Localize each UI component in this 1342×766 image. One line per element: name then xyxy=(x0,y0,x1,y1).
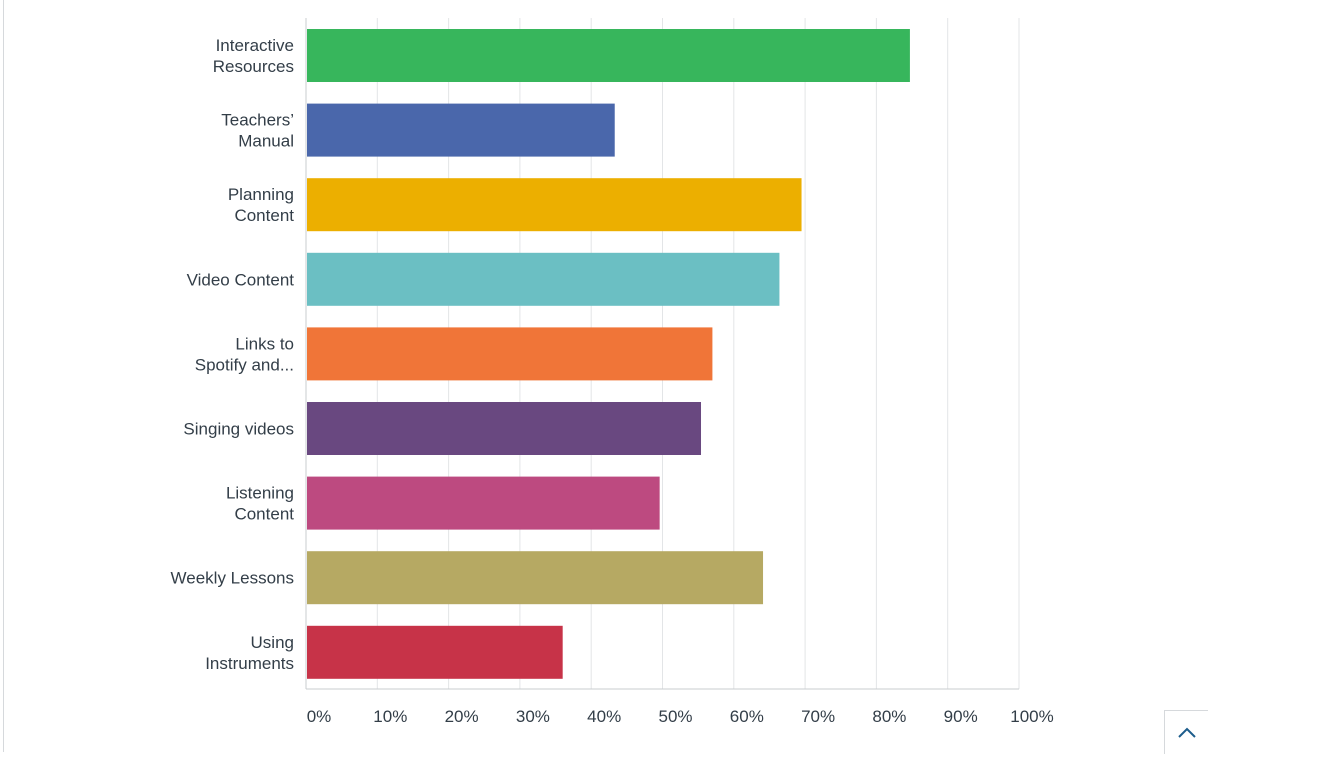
category-label: Listening xyxy=(226,484,294,503)
bars xyxy=(307,29,910,679)
bar[interactable] xyxy=(307,402,702,455)
bar[interactable] xyxy=(307,29,910,82)
x-tick-label: 50% xyxy=(658,707,692,726)
category-label: Content xyxy=(234,505,294,524)
category-label: Manual xyxy=(238,132,294,151)
category-label: Links to xyxy=(235,334,294,353)
x-tick-label: 20% xyxy=(445,707,479,726)
bar[interactable] xyxy=(307,327,713,381)
bar[interactable] xyxy=(307,476,660,530)
category-label: Singing videos xyxy=(183,420,294,439)
x-tick-label: 60% xyxy=(730,707,764,726)
bar[interactable] xyxy=(307,625,563,679)
x-tick-label: 40% xyxy=(587,707,621,726)
category-labels: Interactive Resources Teachers’ Manual Plann… xyxy=(171,36,295,673)
category-label: Interactive xyxy=(216,36,294,55)
x-tick-label: 30% xyxy=(516,707,550,726)
bar[interactable] xyxy=(307,252,780,306)
page-divider xyxy=(3,0,4,752)
category-label: Video Content xyxy=(187,270,295,289)
x-tick-label: 80% xyxy=(872,707,906,726)
category-label: Weekly Lessons xyxy=(171,569,294,588)
bar[interactable] xyxy=(307,178,802,232)
x-tick-label: 10% xyxy=(373,707,407,726)
category-label: Spotify and... xyxy=(195,355,294,374)
x-axis-ticks: 0% 10% 20% 30% 40% 50% 60% 70% 80% 90% 100% xyxy=(307,707,1054,726)
scroll-to-top-button[interactable] xyxy=(1164,710,1208,754)
category-label: Using xyxy=(251,633,294,652)
x-tick-label: 0% xyxy=(307,707,332,726)
category-label: Instruments xyxy=(205,654,294,673)
category-label: Content xyxy=(234,206,294,225)
bar[interactable] xyxy=(307,103,615,157)
x-tick-label: 90% xyxy=(944,707,978,726)
category-label: Teachers’ xyxy=(221,111,294,130)
category-label: Resources xyxy=(213,57,294,76)
category-label: Planning xyxy=(228,185,294,204)
x-tick-label: 70% xyxy=(801,707,835,726)
chevron-up-icon xyxy=(1178,727,1196,738)
x-tick-label: 100% xyxy=(1010,707,1053,726)
bar[interactable] xyxy=(307,551,764,605)
